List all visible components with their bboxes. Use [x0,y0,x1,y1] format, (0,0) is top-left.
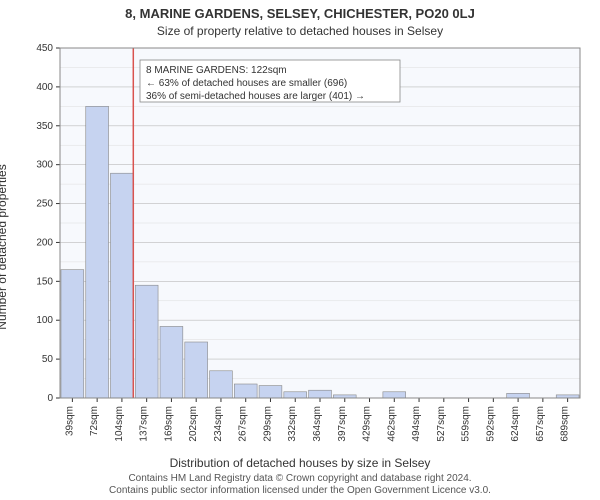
svg-text:202sqm: 202sqm [188,406,199,442]
bar [383,392,406,398]
bar [86,106,109,398]
y-ticks: 0 50 100 150 200 250 300 350 400 450 [36,43,60,404]
svg-text:429sqm: 429sqm [362,406,373,442]
svg-text:234sqm: 234sqm [213,406,224,442]
svg-text:527sqm: 527sqm [436,406,447,442]
svg-text:104sqm: 104sqm [114,406,125,442]
svg-text:150: 150 [36,276,53,287]
svg-text:100: 100 [36,315,53,326]
svg-text:494sqm: 494sqm [411,406,422,442]
bar [135,285,158,398]
bar [309,390,332,398]
svg-text:450: 450 [36,43,53,54]
svg-text:137sqm: 137sqm [139,406,150,442]
svg-text:624sqm: 624sqm [510,406,521,442]
bar [111,173,134,398]
histogram-chart: 0 50 100 150 200 250 300 350 400 450 39sqm 72sqm 104… [0,0,600,500]
y-axis-label: Number of detached properties [0,97,9,397]
svg-text:72sqm: 72sqm [89,406,100,436]
bar [210,371,233,398]
bar [160,326,183,398]
svg-text:39sqm: 39sqm [64,406,75,436]
chart-title-line1: 8, MARINE GARDENS, SELSEY, CHICHESTER, P… [0,6,600,21]
svg-text:462sqm: 462sqm [386,406,397,442]
bar [259,386,282,398]
annotation-line: 8 MARINE GARDENS: 122sqm [146,65,287,76]
chart-title-line2: Size of property relative to detached ho… [0,24,600,38]
footer-line1: Contains HM Land Registry data © Crown c… [8,473,592,485]
svg-text:689sqm: 689sqm [560,406,571,442]
bar [507,393,530,398]
svg-text:300: 300 [36,160,53,171]
bar [61,270,84,398]
x-axis-label: Distribution of detached houses by size … [0,456,600,470]
annotation-line: ← 63% of detached houses are smaller (69… [146,78,347,89]
svg-text:50: 50 [42,354,54,365]
svg-text:559sqm: 559sqm [461,406,472,442]
svg-text:332sqm: 332sqm [287,406,298,442]
svg-text:592sqm: 592sqm [485,406,496,442]
x-ticks: 39sqm 72sqm 104sqm 137sqm 169sqm 202sqm 234sqm… [64,398,570,442]
svg-text:267sqm: 267sqm [238,406,249,442]
svg-text:0: 0 [47,393,53,404]
svg-text:200: 200 [36,237,53,248]
svg-text:397sqm: 397sqm [337,406,348,442]
bar [284,392,307,398]
annotation-line: 36% of semi-detached houses are larger (… [146,91,365,102]
svg-text:364sqm: 364sqm [312,406,323,442]
svg-text:299sqm: 299sqm [262,406,273,442]
bar [234,384,257,398]
svg-text:169sqm: 169sqm [163,406,174,442]
svg-text:350: 350 [36,121,53,132]
bar [185,342,208,398]
svg-text:400: 400 [36,82,53,93]
footer-line2: Contains public sector information licen… [8,485,592,497]
svg-text:657sqm: 657sqm [535,406,546,442]
svg-text:250: 250 [36,199,53,210]
footer-attribution: Contains HM Land Registry data © Crown c… [8,473,592,497]
